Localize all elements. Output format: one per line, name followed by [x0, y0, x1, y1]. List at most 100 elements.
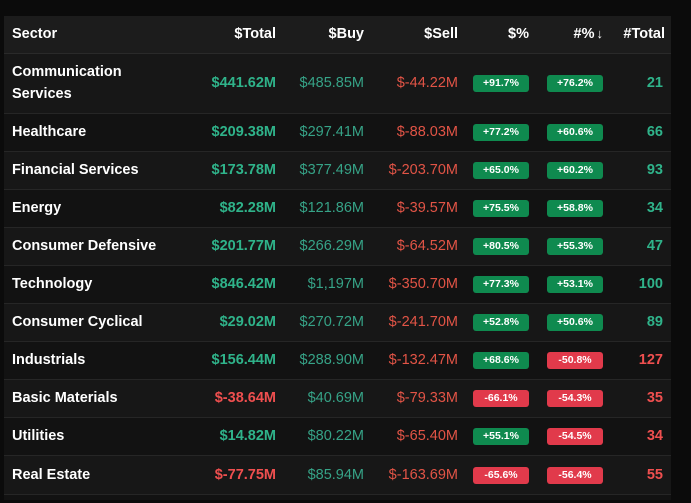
table-row[interactable]: Real Estate $-77.75M $85.94M $-163.69M -65.6… — [4, 455, 671, 494]
count-pct-cell: +60.2% — [535, 151, 609, 189]
count-pct-cell: -54.5% — [535, 417, 609, 455]
sector-name[interactable]: Consumer Cyclical — [12, 314, 143, 330]
count-total-value: 55 — [646, 466, 663, 483]
table-row[interactable]: Utilities $14.82M $80.22M $-65.40M +55.1% -54… — [4, 417, 671, 455]
count-pct-badge: +60.6% — [547, 124, 603, 141]
count-total-value: 66 — [646, 124, 663, 140]
pct-cell: +68.6% — [464, 341, 535, 379]
total-value: $29.02M — [219, 314, 276, 330]
pct-badge: +55.1% — [473, 428, 529, 445]
sell-value: $-163.69M — [388, 466, 458, 483]
table-row[interactable]: Consumer Cyclical $29.02M $270.72M $-241.70… — [4, 303, 671, 341]
table-row[interactable]: Industrials $156.44M $288.90M $-132.47M +68.… — [4, 341, 671, 379]
count-total-value: 93 — [646, 162, 663, 178]
sort-descending-icon: ↓ — [596, 26, 604, 42]
sector-flow-table: Sector $Total $Buy $Sell $% #% ↓ #Total C… — [4, 16, 671, 495]
pct-cell: -66.1% — [464, 379, 535, 417]
column-header-sell[interactable]: $Sell — [370, 16, 464, 54]
count-pct-badge: +55.3% — [547, 238, 603, 255]
total-value: $173.78M — [211, 162, 277, 178]
column-header-total[interactable]: $Total — [187, 16, 282, 54]
count-pct-badge: +76.2% — [547, 75, 603, 92]
table-row[interactable]: Basic Materials $-38.64M $40.69M $-79.33M -6… — [4, 379, 671, 417]
sector-name[interactable]: Healthcare — [12, 124, 87, 140]
buy-value: $270.72M — [299, 314, 365, 330]
buy-value: $377.49M — [299, 162, 365, 178]
count-total-value: 100 — [638, 276, 663, 292]
buy-value: $266.29M — [299, 238, 365, 254]
count-pct-badge: -54.5% — [547, 428, 603, 445]
total-value: $-77.75M — [214, 466, 276, 483]
table-row[interactable]: Healthcare $209.38M $297.41M $-88.03M +77.2%… — [4, 113, 671, 151]
column-header-pct[interactable]: $% — [464, 16, 535, 54]
count-pct-badge: +60.2% — [547, 162, 603, 179]
count-pct-cell: +76.2% — [535, 53, 609, 113]
count-total-value: 35 — [646, 390, 663, 406]
table-row[interactable]: Energy $82.28M $121.86M $-39.57M +75.5% +58.8… — [4, 189, 671, 227]
pct-cell: +52.8% — [464, 303, 535, 341]
pct-badge: -66.1% — [473, 390, 529, 407]
count-total-value: 89 — [646, 314, 663, 330]
column-header-count-pct-label: #% — [573, 26, 595, 43]
table-row[interactable]: Technology $846.42M $1,197M $-350.70M +77.3%… — [4, 265, 671, 303]
buy-value: $121.86M — [299, 200, 365, 216]
total-value: $82.28M — [219, 200, 276, 216]
sector-name[interactable]: Utilities — [12, 428, 65, 444]
table-row[interactable]: Consumer Defensive $201.77M $266.29M $-64.5… — [4, 227, 671, 265]
total-value: $156.44M — [211, 352, 277, 368]
sector-name[interactable]: Consumer Defensive — [12, 238, 157, 254]
count-pct-cell: -54.3% — [535, 379, 609, 417]
buy-value: $85.94M — [307, 466, 364, 483]
sector-name[interactable]: Energy — [12, 200, 62, 216]
total-value: $201.77M — [211, 238, 277, 254]
column-header-sector[interactable]: Sector — [4, 16, 187, 54]
count-total-value: 47 — [646, 238, 663, 254]
table-row[interactable]: Financial Services $173.78M $377.49M $-203.… — [4, 151, 671, 189]
pct-badge: -65.6% — [473, 466, 529, 484]
count-pct-cell: +50.6% — [535, 303, 609, 341]
count-total-value: 34 — [646, 200, 663, 216]
buy-value: $288.90M — [299, 352, 365, 368]
count-total-value: 21 — [646, 75, 663, 91]
pct-cell: +75.5% — [464, 189, 535, 227]
table-row[interactable]: Communication Services $441.62M $485.85M $-… — [4, 53, 671, 113]
pct-cell: +65.0% — [464, 151, 535, 189]
count-pct-cell: -50.8% — [535, 341, 609, 379]
sector-name[interactable]: Real Estate — [12, 466, 91, 483]
buy-value: $1,197M — [307, 276, 364, 292]
sell-value: $-88.03M — [396, 124, 458, 140]
sector-name[interactable]: Communication Services — [12, 64, 122, 102]
pct-badge: +52.8% — [473, 314, 529, 331]
pct-badge: +77.2% — [473, 124, 529, 141]
sell-value: $-241.70M — [388, 314, 458, 330]
buy-value: $80.22M — [307, 428, 364, 444]
sector-name[interactable]: Technology — [12, 276, 93, 292]
sell-value: $-65.40M — [396, 428, 458, 444]
total-value: $441.62M — [211, 75, 277, 91]
sector-name[interactable]: Industrials — [12, 352, 86, 368]
sell-value: $-203.70M — [388, 162, 458, 178]
pct-badge: +80.5% — [473, 238, 529, 255]
count-total-value: 34 — [646, 428, 663, 444]
buy-value: $485.85M — [299, 75, 365, 91]
column-header-buy[interactable]: $Buy — [282, 16, 370, 54]
column-header-count-pct[interactable]: #% ↓ — [535, 16, 609, 54]
sell-value: $-132.47M — [388, 352, 458, 368]
pct-cell: +80.5% — [464, 227, 535, 265]
sector-name[interactable]: Basic Materials — [12, 390, 118, 406]
table-body: Communication Services $441.62M $485.85M $-… — [4, 53, 671, 494]
count-pct-badge: +53.1% — [547, 276, 603, 293]
sell-value: $-44.22M — [396, 75, 458, 91]
column-header-count-total[interactable]: #Total — [609, 16, 671, 54]
sector-name[interactable]: Financial Services — [12, 162, 139, 178]
pct-badge: +65.0% — [473, 162, 529, 179]
pct-badge: +77.3% — [473, 276, 529, 293]
header-row: Sector $Total $Buy $Sell $% #% ↓ #Total — [4, 16, 671, 54]
count-pct-cell: -56.4% — [535, 455, 609, 494]
sell-value: $-79.33M — [396, 390, 458, 406]
buy-value: $297.41M — [299, 124, 365, 140]
pct-cell: +91.7% — [464, 53, 535, 113]
pct-cell: +55.1% — [464, 417, 535, 455]
sell-value: $-350.70M — [388, 276, 458, 292]
